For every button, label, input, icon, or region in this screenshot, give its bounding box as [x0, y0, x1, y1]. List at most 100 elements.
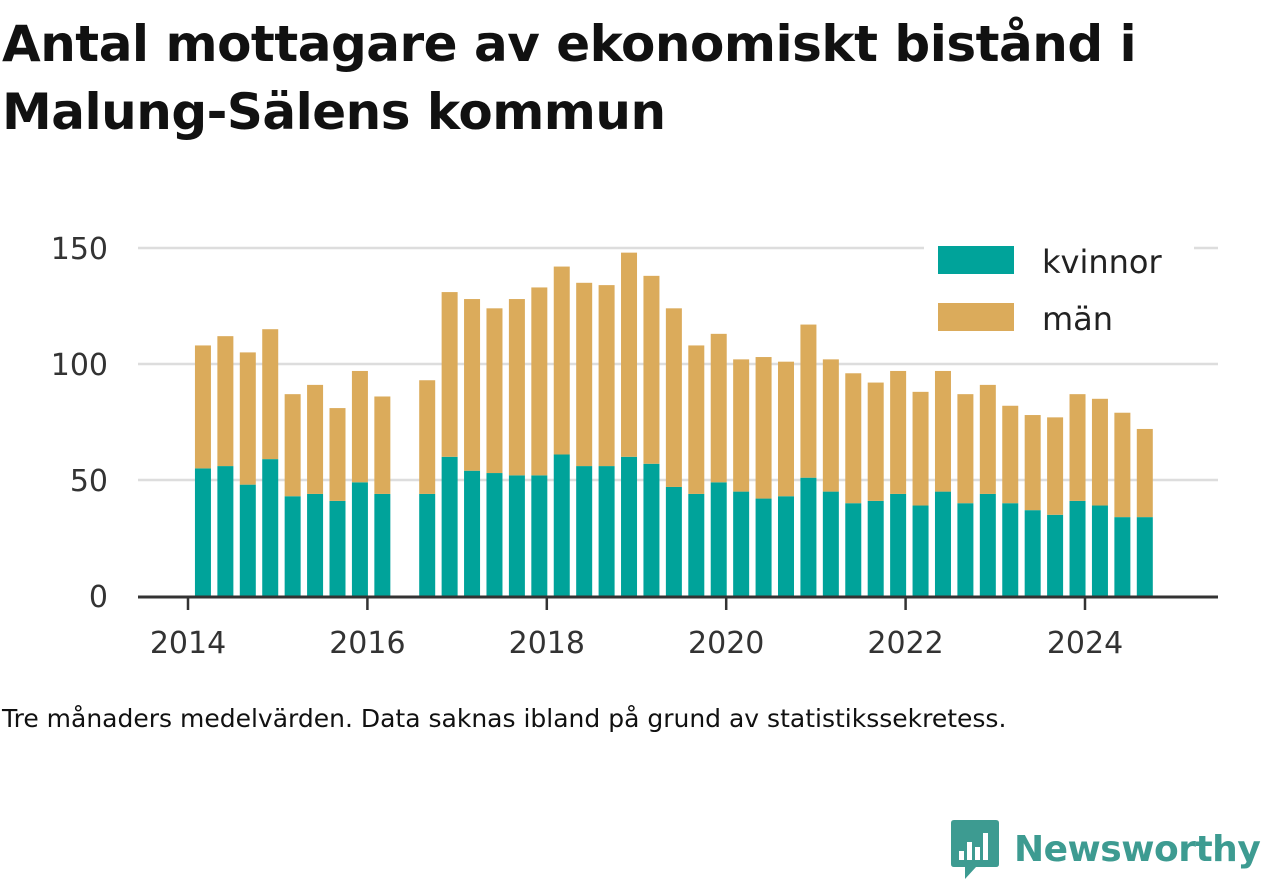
bar-kvinnor-2022-12	[957, 503, 974, 596]
bar-kvinnor-2024-03	[1069, 500, 1086, 596]
bar-man-2019-09	[665, 308, 682, 487]
bar-kvinnor-2019-12	[688, 493, 705, 596]
bars	[194, 252, 1153, 596]
bar-man-2022-12	[957, 394, 974, 504]
brand-name: Newsworthy	[1014, 828, 1261, 870]
bar-man-2018-12	[598, 285, 615, 467]
bar-man-2020-12	[778, 361, 794, 497]
bar-man-2018-06	[553, 266, 570, 455]
bar-kvinnor-2015-06	[284, 496, 301, 596]
bar-kvinnor-2021-09	[845, 503, 862, 596]
bar-man-2017-12	[508, 299, 525, 476]
bar-man-2023-03	[979, 384, 996, 494]
legend-swatch	[938, 303, 1014, 331]
bar-man-2018-09	[576, 282, 593, 467]
bar-man-2023-12	[1047, 417, 1064, 515]
bar-man-2014-09	[217, 336, 234, 467]
bar-man-2021-09	[845, 373, 862, 504]
bar-kvinnor-2018-12	[598, 466, 615, 596]
bar-kvinnor-2015-09	[307, 493, 324, 596]
bar-kvinnor-2022-03	[890, 493, 907, 596]
bar-man-2019-12	[688, 345, 705, 494]
bar-kvinnor-2023-09	[1024, 510, 1041, 596]
x-tick-label: 2020	[688, 626, 764, 661]
bar-kvinnor-2016-06	[374, 493, 391, 596]
bar-man-2024-06	[1091, 398, 1108, 506]
bar-kvinnor-2023-03	[979, 493, 996, 596]
y-tick-label: 150	[51, 232, 108, 267]
bar-kvinnor-2016-12	[419, 493, 436, 596]
bar-kvinnor-2015-12	[329, 500, 346, 596]
bar-man-2019-03	[621, 252, 638, 457]
bar-man-2022-06	[912, 391, 929, 506]
bar-kvinnor-2017-06	[464, 470, 481, 596]
bar-kvinnor-2019-06	[643, 463, 660, 596]
bar-man-2022-03	[890, 370, 907, 494]
bar-kvinnor-2023-06	[1002, 503, 1019, 596]
bar-kvinnor-2014-06	[194, 468, 211, 596]
bar-kvinnor-2020-09	[755, 498, 772, 596]
bar-kvinnor-2020-12	[778, 496, 794, 596]
bar-man-2017-06	[464, 299, 481, 471]
bar-kvinnor-2018-09	[576, 466, 593, 596]
legend: kvinnor män	[924, 232, 1194, 344]
bar-man-2015-09	[307, 384, 324, 494]
bar-man-2016-12	[419, 380, 436, 494]
chart-title: Antal mottagare av ekonomiskt bistånd i …	[2, 15, 1137, 141]
x-tick-label: 2018	[509, 626, 585, 661]
bar-man-2024-03	[1069, 394, 1086, 501]
bar-kvinnor-2018-03	[531, 475, 548, 596]
y-tick-label: 0	[89, 580, 108, 615]
newsworthy-logo-icon	[951, 820, 999, 879]
bar-man-2021-03	[800, 324, 817, 478]
bar-kvinnor-2014-09	[217, 466, 234, 596]
legend-label: kvinnor	[1042, 243, 1163, 281]
bar-man-2016-06	[374, 396, 391, 494]
x-tick-label: 2024	[1047, 626, 1123, 661]
y-tick-label: 100	[51, 348, 108, 383]
bar-man-2021-12	[867, 382, 884, 501]
bar-man-2014-12	[239, 352, 256, 485]
bar-man-2018-03	[531, 287, 548, 476]
bar-man-2014-06	[194, 345, 211, 469]
bar-kvinnor-2023-12	[1047, 514, 1064, 596]
bar-man-2015-06	[284, 394, 301, 497]
bar-man-2015-12	[329, 408, 346, 501]
bar-man-2017-03	[441, 292, 458, 457]
bar-man-2023-06	[1002, 405, 1019, 504]
bar-man-2019-06	[643, 275, 660, 464]
bar-kvinnor-2020-06	[733, 491, 750, 596]
x-tick-label: 2022	[867, 626, 943, 661]
bar-kvinnor-2017-09	[486, 473, 503, 596]
bar-man-2015-03	[262, 329, 279, 460]
legend-swatch	[938, 246, 1014, 274]
bar-kvinnor-2020-03	[710, 482, 727, 596]
bar-man-2022-09	[934, 370, 951, 492]
bar-man-2024-12	[1136, 428, 1153, 518]
bar-kvinnor-2024-09	[1114, 517, 1131, 596]
bar-kvinnor-2017-03	[441, 456, 458, 596]
bar-kvinnor-2021-03	[800, 477, 817, 596]
bar-kvinnor-2021-06	[822, 491, 839, 596]
bar-man-2020-06	[733, 359, 750, 492]
bar-man-2024-09	[1114, 412, 1131, 518]
footnote: Tre månaders medelvärden. Data saknas ib…	[2, 704, 1007, 733]
axes: 0 50 100 150 2014 2016 2018 2020 2022 2024	[51, 232, 1218, 661]
bar-kvinnor-2018-06	[553, 454, 570, 596]
legend-label: män	[1042, 300, 1113, 338]
bar-kvinnor-2022-06	[912, 505, 929, 596]
brand[interactable]: Newsworthy	[950, 818, 1261, 880]
bar-kvinnor-2016-03	[351, 482, 368, 596]
bar-man-2020-09	[755, 357, 772, 499]
bar-kvinnor-2024-12	[1136, 517, 1153, 596]
y-tick-label: 50	[70, 464, 108, 499]
bar-kvinnor-2014-12	[239, 484, 256, 596]
x-tick-label: 2016	[329, 626, 405, 661]
bar-man-2023-09	[1024, 415, 1041, 511]
bar-man-2020-03	[710, 333, 727, 483]
bar-kvinnor-2019-09	[665, 486, 682, 596]
bar-man-2016-03	[351, 370, 368, 483]
bar-kvinnor-2021-12	[867, 500, 884, 596]
bar-kvinnor-2017-12	[508, 475, 525, 596]
